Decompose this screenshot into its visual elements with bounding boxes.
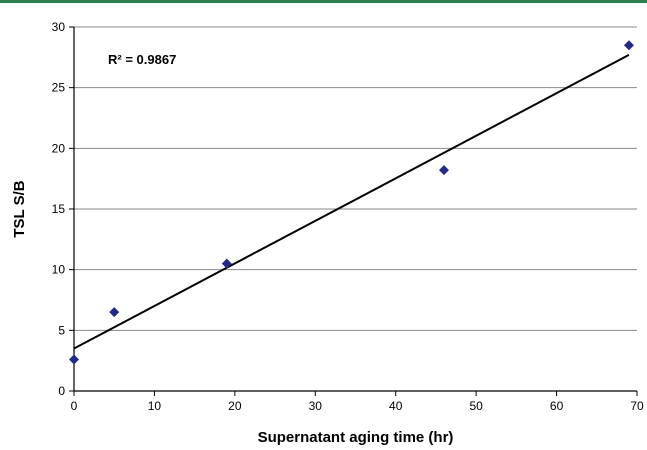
y-tick-label-0: 0	[58, 384, 65, 398]
data-point-2	[221, 258, 232, 269]
y-tick-label-15: 15	[52, 202, 66, 216]
x-tick-label-60: 60	[550, 399, 564, 413]
x-tick-label-50: 50	[469, 399, 483, 413]
x-tick-labels: 0 10 20 30 40 50 60 70	[71, 399, 644, 413]
x-axis-title: Supernatant aging time (hr)	[258, 429, 454, 446]
top-accent-bar	[0, 0, 647, 3]
data-point-1	[109, 307, 120, 318]
y-tick-label-30: 30	[52, 20, 66, 34]
data-point-4	[623, 40, 634, 51]
y-tick-label-5: 5	[58, 323, 65, 337]
x-tick-label-20: 20	[228, 399, 242, 413]
y-tick-labels: 0 5 10 15 20 25 30	[52, 20, 66, 398]
x-tick-label-30: 30	[309, 399, 323, 413]
axes	[69, 26, 638, 396]
data-points	[69, 40, 634, 365]
trendline	[73, 54, 630, 350]
data-point-0	[69, 354, 79, 365]
r-squared-annotation: R² = 0.9867	[108, 52, 176, 67]
x-tick-label-40: 40	[389, 399, 403, 413]
trendline-group	[73, 54, 630, 350]
gridlines	[74, 26, 637, 331]
y-tick-label-10: 10	[52, 263, 66, 277]
x-tick-label-0: 0	[71, 399, 78, 413]
data-point-3	[438, 165, 449, 176]
y-tick-label-25: 25	[52, 81, 66, 95]
y-axis-title: TSL S/B	[11, 180, 28, 237]
y-tick-label-20: 20	[52, 141, 66, 155]
x-tick-label-10: 10	[148, 399, 162, 413]
x-tick-label-70: 70	[630, 399, 644, 413]
